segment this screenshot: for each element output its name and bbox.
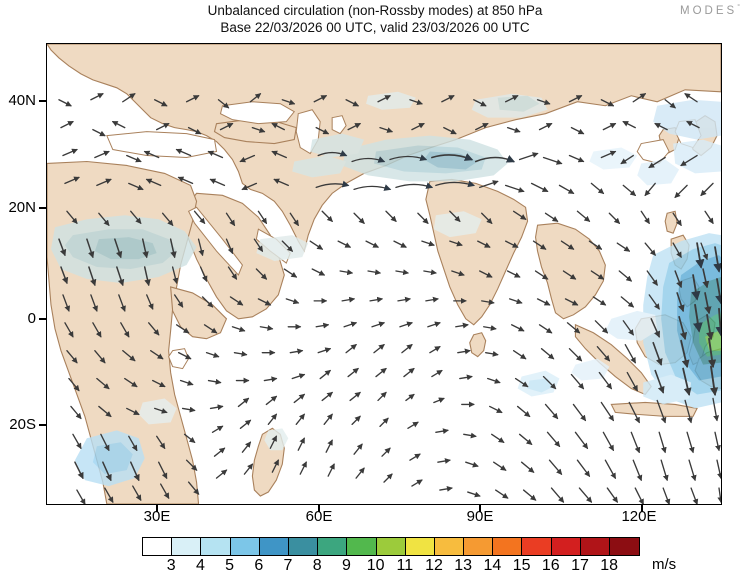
xtick-mark-30e — [156, 505, 158, 512]
ytick-mark-20s — [39, 424, 46, 426]
page-title: Unbalanced circulation (non-Rossby modes… — [207, 3, 543, 18]
colorbar-tick-11: 11 — [396, 557, 414, 574]
xtick-label-60e: 60E — [305, 508, 333, 525]
colorbar-tick-6: 6 — [254, 557, 264, 574]
colorbar-tick-12: 12 — [425, 557, 443, 574]
modes-logo: MODES° — [680, 4, 740, 17]
colorbar-tick-13: 13 — [454, 557, 473, 574]
wind-vector-arrows — [58, 93, 721, 504]
chart-subtitle: Base 22/03/2026 00 UTC, valid 23/03/2026… — [220, 20, 530, 35]
colorbar-cell-4 — [259, 538, 289, 555]
colorbar-cell-14 — [551, 538, 581, 555]
colorbar-tick-5: 5 — [225, 557, 235, 574]
colorbar-tick-15: 15 — [512, 557, 531, 574]
colorbar: 3 4 5 6 7 8 9 10 11 12 13 14 15 16 17 18 — [142, 537, 641, 576]
ytick-label-20n: 20N — [8, 199, 36, 216]
colorbar-cell-0 — [143, 538, 173, 555]
modes-logo-text: MODES — [680, 4, 738, 17]
colorbar-unit-label: m/s — [652, 556, 677, 573]
colorbar-tick-17: 17 — [571, 557, 589, 574]
colorbar-cell-15 — [580, 538, 610, 555]
colorbar-cell-6 — [318, 538, 348, 555]
colorbar-tick-18: 18 — [600, 557, 619, 574]
colorbar-tick-7: 7 — [283, 557, 293, 574]
map-plot-area — [46, 43, 722, 505]
colorbar-cell-9 — [405, 538, 435, 555]
ytick-label-0: 0 — [27, 310, 36, 327]
colorbar-cell-11 — [464, 538, 494, 555]
colorbar-cell-12 — [493, 538, 523, 555]
colorbar-tick-16: 16 — [541, 557, 560, 574]
colorbar-cell-10 — [434, 538, 465, 555]
colorbar-cell-16 — [610, 538, 640, 555]
modes-logo-superscript: ° — [737, 4, 740, 11]
colorbar-cell-13 — [522, 538, 552, 555]
ytick-mark-0 — [39, 318, 46, 320]
colorbar-cell-7 — [347, 538, 377, 555]
xtick-mark-90e — [479, 505, 481, 512]
map-canvas — [47, 44, 721, 504]
colorbar-cell-2 — [201, 538, 231, 555]
ytick-label-20s: 20S — [9, 416, 36, 433]
colorbar-tick-labels: 3 4 5 6 7 8 9 10 11 12 13 14 15 16 17 18 — [142, 556, 638, 576]
ytick-mark-20n — [39, 207, 46, 209]
colorbar-tick-4: 4 — [195, 557, 205, 574]
xtick-mark-120e — [641, 505, 643, 512]
colorbar-cell-3 — [230, 538, 260, 555]
ytick-label-40n: 40N — [8, 92, 36, 109]
colorbar-swatches — [142, 537, 641, 556]
xtick-label-120e: 120E — [621, 508, 657, 525]
xtick-mark-60e — [318, 505, 320, 512]
colorbar-cell-8 — [376, 538, 406, 555]
colorbar-cell-1 — [172, 538, 202, 555]
colorbar-tick-9: 9 — [341, 557, 351, 574]
chart-title-block: Unbalanced circulation (non-Rossby modes… — [0, 2, 750, 36]
xtick-label-30e: 30E — [143, 508, 171, 525]
colorbar-tick-8: 8 — [312, 557, 322, 574]
colorbar-tick-3: 3 — [166, 557, 176, 574]
xtick-label-90e: 90E — [466, 508, 494, 525]
ytick-mark-40n — [39, 100, 46, 102]
colorbar-cell-5 — [288, 538, 319, 555]
colorbar-tick-14: 14 — [483, 557, 502, 574]
colorbar-tick-10: 10 — [366, 557, 385, 574]
